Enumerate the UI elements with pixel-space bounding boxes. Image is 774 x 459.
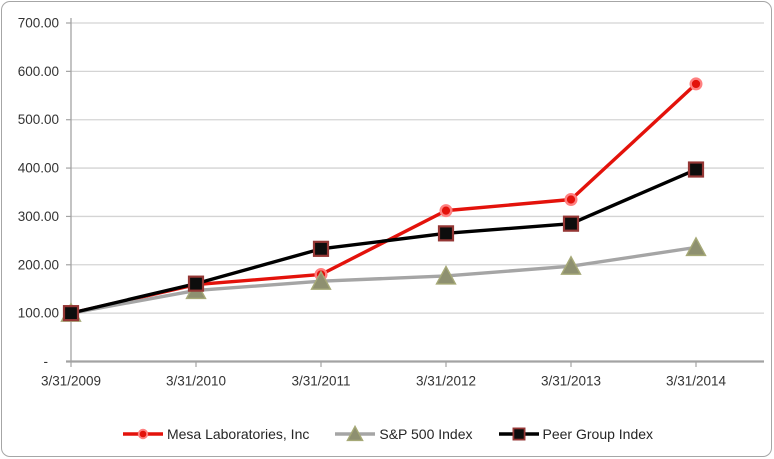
gray-triangle-series-swatch-icon	[335, 424, 376, 442]
y-axis-label: 200.00	[18, 257, 59, 272]
x-axis-label: 3/31/2010	[166, 374, 226, 389]
triangle-marker	[435, 264, 457, 285]
square-marker	[312, 240, 330, 257]
triangle-marker	[310, 270, 332, 290]
series-line-s-p-500-index	[69, 245, 698, 315]
square-marker	[187, 275, 205, 292]
y-axis-label: 600.00	[18, 64, 59, 79]
square-marker	[687, 161, 705, 178]
red-circle-series-swatch-icon	[122, 428, 163, 440]
series-line-peer-group-index	[69, 167, 698, 315]
legend-label-mesa-laboratories: Mesa Laboratories, Inc	[166, 426, 310, 442]
triangle-marker	[685, 236, 707, 257]
circle-marker	[439, 204, 453, 218]
y-axis-label: -	[44, 354, 49, 369]
legend-label-peer-group: Peer Group Index	[542, 426, 654, 442]
circle-marker	[689, 77, 703, 91]
square-marker	[562, 215, 580, 232]
square-marker	[512, 427, 525, 441]
square-marker	[62, 305, 80, 322]
x-axis-label: 3/31/2011	[291, 374, 350, 389]
x-axis-label: 3/31/2012	[416, 374, 476, 389]
legend-label-sp500: S&P 500 Index	[379, 426, 473, 442]
y-axis-label: 700.00	[18, 16, 59, 31]
y-axis-label: 400.00	[18, 161, 59, 176]
triangle-marker	[560, 255, 582, 275]
black-square-series-swatch-icon	[498, 427, 539, 441]
circle-marker	[564, 193, 578, 207]
x-axis-label: 3/31/2009	[41, 374, 101, 389]
triangle-marker	[346, 424, 365, 442]
legend-item-sp500: S&P 500 Index	[334, 424, 473, 444]
square-marker	[437, 225, 455, 242]
legend-item-peer-group: Peer Group Index	[498, 424, 654, 444]
x-axis-label: 3/31/2013	[541, 374, 601, 389]
chart-legend: Mesa Laboratories, Inc S&P 500 Index Pee…	[2, 419, 773, 449]
legend-item-mesa-laboratories: Mesa Laboratories, Inc	[122, 424, 309, 444]
y-axis-label: 100.00	[18, 306, 59, 321]
x-axis-label: 3/31/2014	[666, 374, 727, 389]
y-axis-label: 300.00	[18, 209, 59, 224]
y-axis-label: 500.00	[18, 112, 59, 127]
circle-marker	[137, 428, 149, 440]
